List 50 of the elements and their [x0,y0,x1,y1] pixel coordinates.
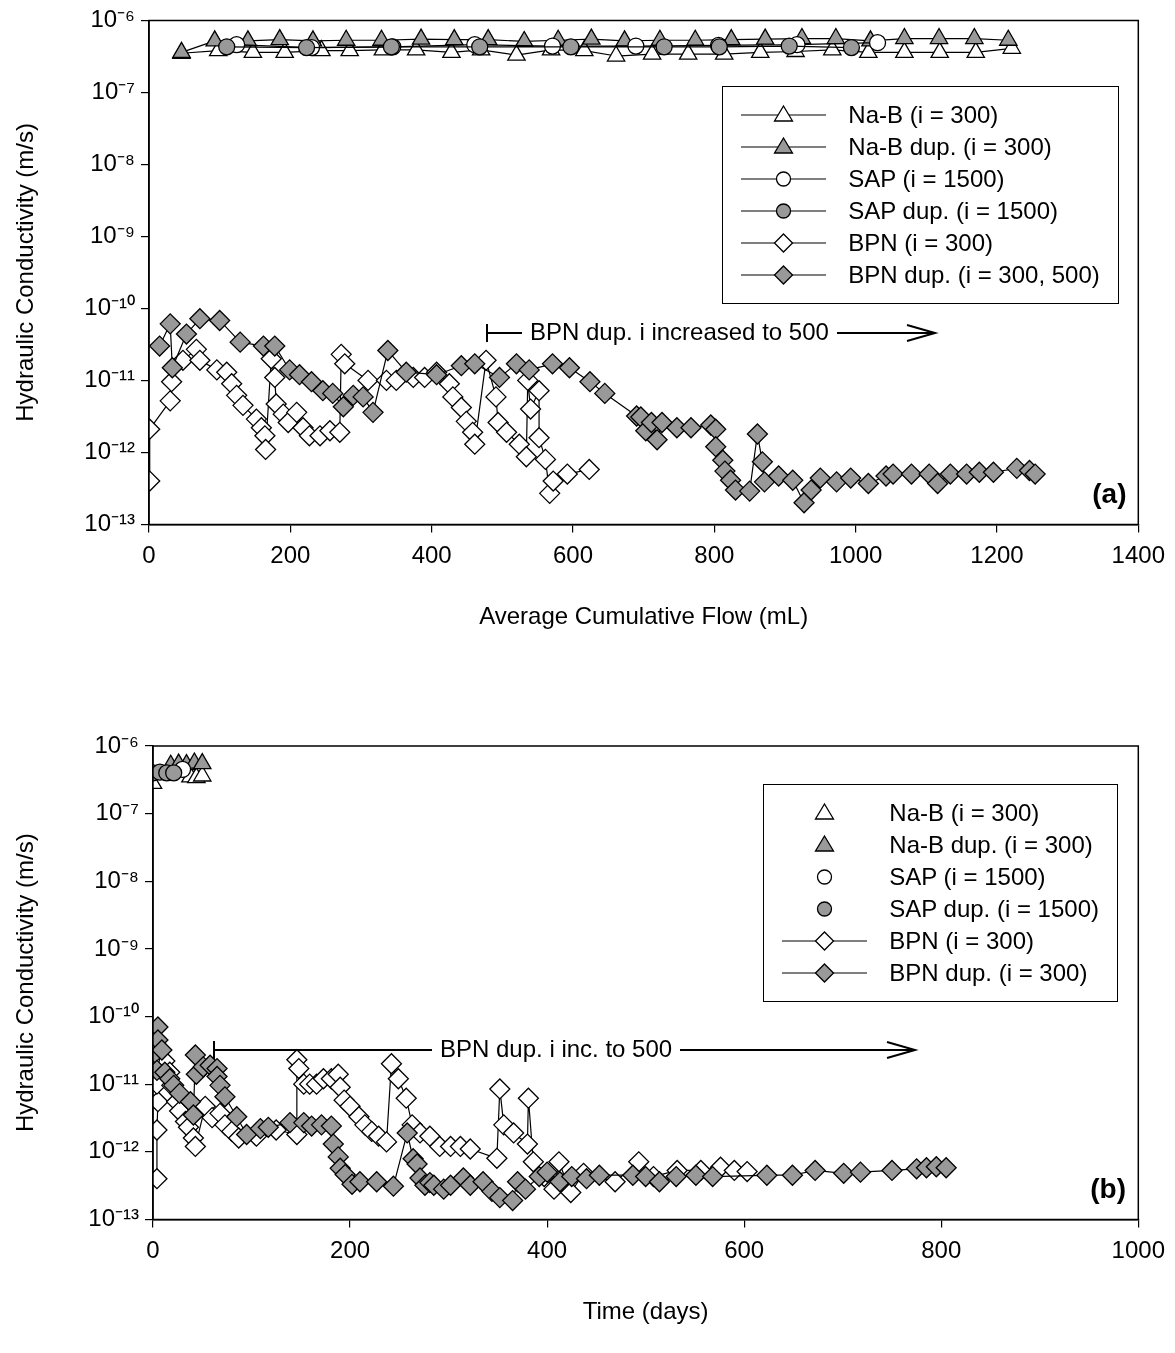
annotation: (a) [1092,478,1127,511]
y-tick-label: 10⁻¹² [88,1136,139,1164]
x-tick-label: 400 [411,541,452,569]
y-axis-title: Hydraulic Conductivity (m/s) [11,833,39,1133]
y-tick-label: 10⁻¹⁰ [84,293,135,321]
legend-label: SAP dup. (i = 1500) [889,894,1099,924]
x-tick-label: 1200 [970,541,1024,569]
x-tick-label: 0 [146,1236,160,1264]
x-tick-label: 800 [694,541,735,569]
y-tick-label: 10⁻¹² [84,437,135,465]
legend-label: Na-B (i = 300) [889,798,1040,828]
annotation: BPN dup. i inc. to 500 [440,1035,673,1063]
y-tick-label: 10⁻⁷ [91,77,135,105]
y-tick-label: 10⁻⁸ [94,865,139,893]
y-tick-label: 10⁻⁷ [95,798,139,826]
annotation: BPN dup. i increased to 500 [530,318,829,346]
legend-label: Na-B (i = 300) [848,100,999,131]
x-tick-label: 0 [142,541,156,569]
y-tick-label: 10⁻¹¹ [84,365,135,393]
legend-label: SAP (i = 1500) [889,862,1046,892]
x-tick-label: 1000 [1111,1236,1165,1264]
legend-label: BPN dup. (i = 300, 500) [848,260,1100,291]
x-tick-label: 600 [552,541,594,569]
y-axis-title: Hydraulic Conductivity (m/s) [11,123,39,422]
x-tick-label: 600 [724,1236,765,1264]
y-tick-label: 10⁻¹³ [84,509,135,537]
x-tick-label: 400 [527,1236,568,1264]
legend-label: BPN (i = 300) [889,926,1035,956]
annotation: (b) [1090,1173,1127,1206]
y-tick-label: 10⁻⁶ [94,730,139,758]
y-tick-label: 10⁻¹⁰ [88,1001,139,1029]
legend-label: BPN dup. (i = 300) [889,958,1088,988]
legend-label: SAP dup. (i = 1500) [848,196,1058,227]
y-tick-label: 10⁻¹³ [88,1204,139,1232]
x-axis-title: Time (days) [582,1297,709,1325]
legend-label: Na-B dup. (i = 300) [848,132,1052,163]
legend-label: Na-B dup. (i = 300) [889,830,1093,860]
y-tick-label: 10⁻⁸ [90,149,135,177]
y-tick-label: 10⁻¹¹ [88,1068,139,1096]
y-tick-label: 10⁻⁹ [90,221,135,249]
x-tick-label: 800 [921,1236,962,1264]
x-tick-label: 200 [270,541,311,569]
x-tick-label: 1400 [1111,541,1165,569]
x-tick-label: 200 [330,1236,371,1264]
y-tick-label: 10⁻⁶ [90,5,135,33]
legend-label: BPN (i = 300) [848,228,994,259]
x-axis-title: Average Cumulative Flow (mL) [479,602,809,630]
x-tick-label: 1000 [828,541,883,569]
legend-label: SAP (i = 1500) [848,164,1005,195]
y-tick-label: 10⁻⁹ [94,933,139,961]
